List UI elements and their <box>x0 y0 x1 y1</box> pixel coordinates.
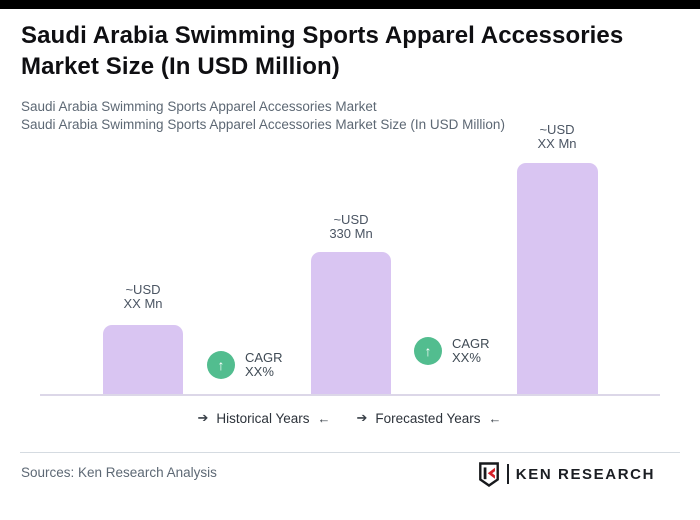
bar-historical-2 <box>311 252 391 395</box>
bar-value-label-1: ~USD XX Mn <box>93 283 193 311</box>
bar-forecast-1 <box>517 163 598 395</box>
x-axis-baseline <box>40 394 660 396</box>
cagr-value: XX% <box>452 350 481 365</box>
cagr-label: CAGR <box>245 350 283 365</box>
arrow-up-icon: ↑ <box>217 357 225 373</box>
bar-value-label-1-line1: ~USD <box>125 282 161 297</box>
footer-divider <box>20 452 680 453</box>
arrow-left-icon: ← <box>317 410 331 426</box>
cagr-label: CAGR <box>452 336 490 351</box>
arrow-left-icon: ← <box>488 410 502 426</box>
axis-label-historical-years: ➔ Historical Years ← <box>198 410 331 426</box>
chart-subtitle: Saudi Arabia Swimming Sports Apparel Acc… <box>21 98 505 134</box>
subtitle-line-1: Saudi Arabia Swimming Sports Apparel Acc… <box>21 99 377 114</box>
arrow-right-icon: ➔ <box>356 410 368 425</box>
ken-research-logo: KEN RESEARCH <box>478 461 655 487</box>
bar-value-label-2: ~USD 330 Mn <box>301 213 401 241</box>
cagr-text: CAGR XX% <box>452 337 490 365</box>
logo-divider <box>506 464 509 484</box>
bar-value-label-3-line2: XX Mn <box>537 136 577 151</box>
axis-label-forecasted-years: ➔ Forecasted Years ← <box>357 410 502 426</box>
cagr-badge-forecast: ↑ CAGR XX% <box>414 337 490 365</box>
bar-value-label-3-line1: ~USD <box>539 122 575 137</box>
arrow-right-icon: ➔ <box>197 410 209 425</box>
bar-value-label-1-line2: XX Mn <box>123 296 163 311</box>
ken-research-badge-icon <box>478 461 499 487</box>
cagr-badge-historical: ↑ CAGR XX% <box>207 351 283 379</box>
cagr-value: XX% <box>245 364 274 379</box>
bar-value-label-3: ~USD XX Mn <box>507 123 607 151</box>
axis-label-text: Forecasted Years <box>375 410 481 426</box>
bar-value-label-2-line1: ~USD <box>333 212 369 227</box>
logo-wordmark: KEN RESEARCH <box>515 465 655 483</box>
bar-historical-1 <box>103 325 183 395</box>
bar-value-label-2-line2: 330 Mn <box>329 226 373 241</box>
growth-circle: ↑ <box>414 337 442 365</box>
subtitle-line-2: Saudi Arabia Swimming Sports Apparel Acc… <box>21 117 505 132</box>
page-title: Saudi Arabia Swimming Sports Apparel Acc… <box>21 22 624 80</box>
cagr-text: CAGR XX% <box>245 351 283 379</box>
top-accent-bar <box>0 0 700 9</box>
source-note: Sources: Ken Research Analysis <box>21 465 217 480</box>
axis-label-text: Historical Years <box>216 410 310 426</box>
arrow-up-icon: ↑ <box>424 343 432 359</box>
growth-circle: ↑ <box>207 351 235 379</box>
